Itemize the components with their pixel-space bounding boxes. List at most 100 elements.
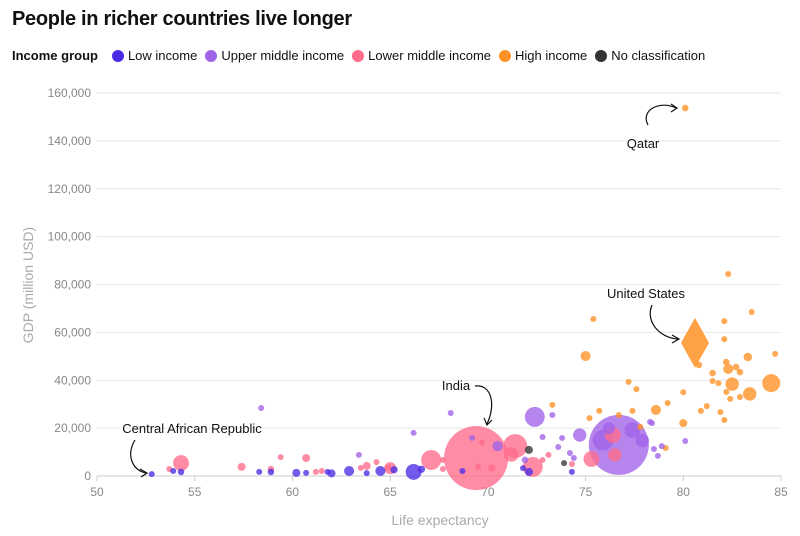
data-point-upper-middle-income[interactable] xyxy=(469,434,476,441)
data-point-high-income[interactable] xyxy=(697,407,704,414)
data-point-low-income[interactable] xyxy=(568,468,575,475)
data-point-low-income[interactable] xyxy=(292,468,301,477)
data-point-high-income[interactable] xyxy=(721,416,728,423)
data-point-lower-middle-income[interactable] xyxy=(488,464,496,472)
data-point-upper-middle-income[interactable] xyxy=(355,451,362,458)
legend-item-no-classification[interactable]: No classification xyxy=(595,48,705,63)
data-point-high-income[interactable] xyxy=(629,407,636,414)
data-point-upper-middle-income[interactable] xyxy=(658,443,665,450)
legend-item-high-income[interactable]: High income xyxy=(499,48,587,63)
data-point-lower-middle-income[interactable] xyxy=(475,463,482,470)
data-point-low-income[interactable] xyxy=(524,467,533,476)
data-point-lower-middle-income[interactable] xyxy=(444,426,509,491)
data-point-low-income[interactable] xyxy=(375,465,386,476)
data-point-upper-middle-income[interactable] xyxy=(447,410,454,417)
data-point-upper-middle-income[interactable] xyxy=(549,411,556,418)
legend-item-upper-middle-income[interactable]: Upper middle income xyxy=(205,48,344,63)
data-point-high-income[interactable] xyxy=(664,399,671,406)
data-point-no-classification[interactable] xyxy=(524,445,533,454)
data-point-lower-middle-income[interactable] xyxy=(318,467,325,474)
data-point-upper-middle-income[interactable] xyxy=(650,445,657,452)
data-point-high-income[interactable] xyxy=(762,374,781,393)
data-point-high-income[interactable] xyxy=(549,401,556,408)
data-point-upper-middle-income[interactable] xyxy=(566,450,573,457)
data-point-upper-middle-income[interactable] xyxy=(654,452,661,459)
data-point-high-income[interactable] xyxy=(637,423,644,430)
data-point-upper-middle-income[interactable] xyxy=(492,440,503,452)
data-point-high-income[interactable] xyxy=(723,388,730,395)
data-point-low-income[interactable] xyxy=(256,468,263,475)
data-point-low-income[interactable] xyxy=(177,468,185,476)
data-point-lower-middle-income[interactable] xyxy=(277,454,284,461)
data-point-upper-middle-income[interactable] xyxy=(410,429,417,436)
data-point-lower-middle-income[interactable] xyxy=(503,447,519,462)
data-point-high-income[interactable] xyxy=(633,386,640,393)
data-point-high-income[interactable] xyxy=(743,387,757,401)
data-point-lower-middle-income[interactable] xyxy=(608,448,622,462)
data-point-high-income[interactable] xyxy=(709,369,716,377)
data-point-high-income[interactable] xyxy=(590,315,597,322)
data-point-upper-middle-income[interactable] xyxy=(539,433,546,440)
data-point-lower-middle-income[interactable] xyxy=(421,450,442,470)
data-point-lower-middle-income[interactable] xyxy=(312,468,319,475)
data-point-upper-middle-income[interactable] xyxy=(524,406,545,427)
data-point-low-income[interactable] xyxy=(405,463,422,480)
data-point-lower-middle-income[interactable] xyxy=(357,464,364,471)
data-point-high-income[interactable] xyxy=(772,350,779,357)
data-point-upper-middle-income[interactable] xyxy=(555,444,562,451)
data-point-lower-middle-income[interactable] xyxy=(539,456,546,463)
data-point-high-income[interactable] xyxy=(580,351,591,362)
data-point-high-income[interactable] xyxy=(736,394,743,401)
data-point-high-income[interactable] xyxy=(721,336,728,343)
data-point-upper-middle-income[interactable] xyxy=(682,438,689,445)
data-point-upper-middle-income[interactable] xyxy=(573,428,587,442)
data-point-high-income[interactable] xyxy=(586,415,593,422)
data-point-low-income[interactable] xyxy=(363,470,370,477)
data-point-high-income[interactable] xyxy=(715,380,722,387)
data-point-low-income[interactable] xyxy=(267,468,275,476)
data-point-lower-middle-income[interactable] xyxy=(439,456,446,463)
data-point-united-states-diamond[interactable] xyxy=(681,317,710,368)
data-point-lower-middle-income[interactable] xyxy=(362,461,371,470)
data-point-lower-middle-income[interactable] xyxy=(173,455,189,472)
data-point-high-income[interactable] xyxy=(748,309,755,316)
data-point-lower-middle-income[interactable] xyxy=(302,454,311,463)
data-point-high-income[interactable] xyxy=(681,104,689,112)
data-point-lower-middle-income[interactable] xyxy=(373,459,380,466)
data-point-upper-middle-income[interactable] xyxy=(649,420,656,427)
data-point-lower-middle-income[interactable] xyxy=(385,464,392,471)
data-point-lower-middle-income[interactable] xyxy=(568,461,575,468)
data-point-low-income[interactable] xyxy=(324,468,331,475)
data-point-high-income[interactable] xyxy=(709,377,716,384)
data-point-low-income[interactable] xyxy=(459,467,466,474)
data-point-lower-middle-income[interactable] xyxy=(583,451,600,467)
data-point-upper-middle-income[interactable] xyxy=(521,456,529,464)
legend-item-lower-middle-income[interactable]: Lower middle income xyxy=(352,48,491,63)
data-point-high-income[interactable] xyxy=(703,403,710,410)
data-point-high-income[interactable] xyxy=(736,368,744,376)
data-point-high-income[interactable] xyxy=(625,378,632,385)
data-point-low-income[interactable] xyxy=(520,465,527,472)
data-point-high-income[interactable] xyxy=(722,358,730,366)
data-point-high-income[interactable] xyxy=(650,404,661,415)
data-point-upper-middle-income[interactable] xyxy=(258,405,265,412)
data-point-high-income[interactable] xyxy=(727,395,734,402)
data-point-high-income[interactable] xyxy=(725,377,739,391)
data-point-upper-middle-income[interactable] xyxy=(559,434,566,441)
data-point-high-income[interactable] xyxy=(723,363,734,375)
data-point-lower-middle-income[interactable] xyxy=(545,451,552,458)
data-point-lower-middle-income[interactable] xyxy=(237,462,246,471)
data-point-low-income[interactable] xyxy=(303,469,310,476)
data-point-high-income[interactable] xyxy=(743,352,753,362)
data-point-upper-middle-income[interactable] xyxy=(603,422,616,435)
legend-item-low-income[interactable]: Low income xyxy=(111,48,197,63)
data-point-low-income[interactable] xyxy=(344,465,355,476)
data-point-no-classification[interactable] xyxy=(561,460,568,467)
data-point-high-income[interactable] xyxy=(717,409,724,416)
data-point-high-income[interactable] xyxy=(732,363,740,371)
data-point-low-income[interactable] xyxy=(417,465,426,473)
data-point-high-income[interactable] xyxy=(615,411,622,418)
data-point-upper-middle-income[interactable] xyxy=(624,422,641,438)
data-point-upper-middle-income[interactable] xyxy=(570,455,577,462)
data-point-high-income[interactable] xyxy=(680,389,687,396)
